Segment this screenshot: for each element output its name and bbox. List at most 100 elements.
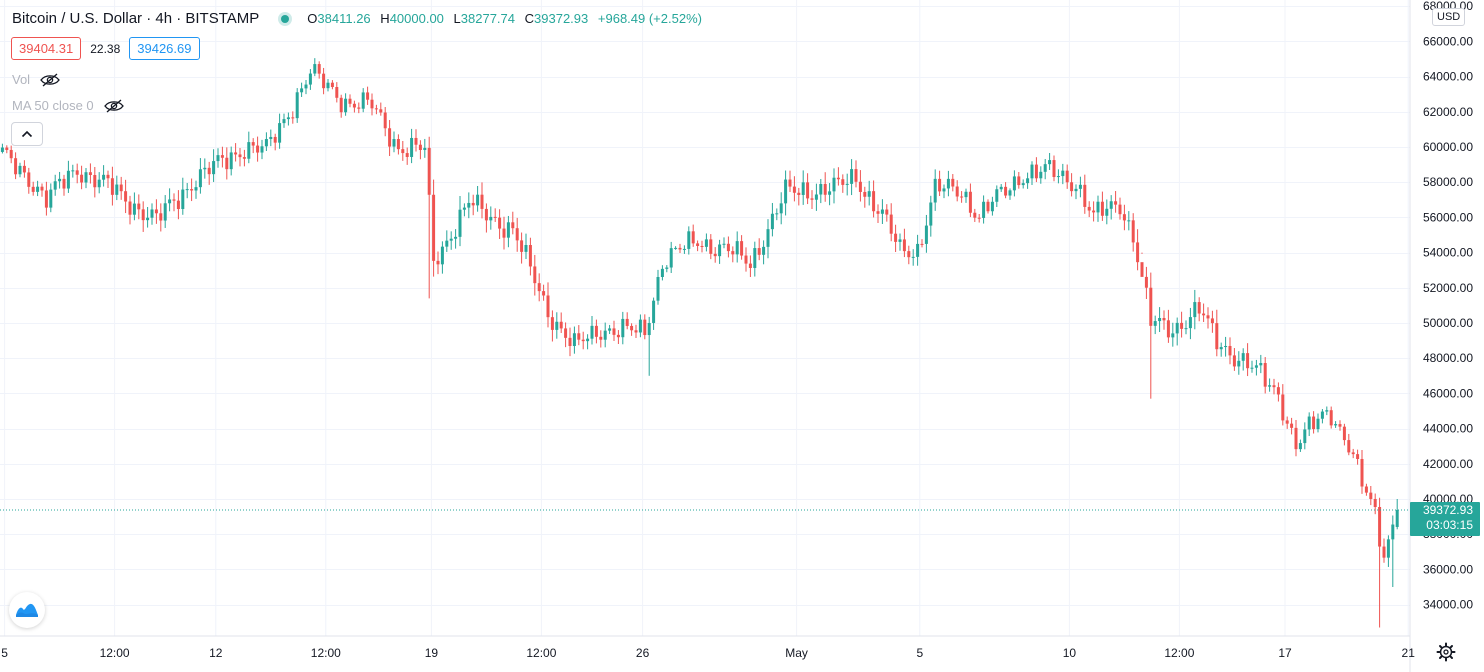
candle-body <box>1043 164 1047 172</box>
chart-settings-button[interactable] <box>1436 642 1456 667</box>
x-tick-label: 12:00 <box>311 646 341 660</box>
x-tick-label: 5 <box>916 646 923 660</box>
candle <box>1285 416 1289 429</box>
candle-body <box>1254 365 1258 368</box>
candle-body <box>581 339 585 342</box>
candle-body <box>110 178 114 195</box>
candle-body <box>836 177 840 180</box>
candle-body <box>370 99 374 109</box>
candle-body <box>999 186 1003 190</box>
candle-body <box>278 123 282 143</box>
eye-off-icon[interactable] <box>40 73 60 87</box>
tradingview-logo[interactable] <box>9 592 45 628</box>
candle <box>1259 354 1263 374</box>
currency-badge[interactable]: USD <box>1432 8 1466 26</box>
candle-body <box>256 145 260 153</box>
candle-body <box>14 158 18 175</box>
candle <box>418 140 422 160</box>
candle-body <box>322 73 326 89</box>
candle-body <box>876 211 880 214</box>
candle-body <box>986 201 990 212</box>
candle-body <box>449 238 453 241</box>
candle <box>36 180 40 197</box>
candle-body <box>960 196 964 198</box>
chart-grid <box>0 0 1410 636</box>
candle-body <box>119 184 123 192</box>
candle <box>880 199 884 225</box>
candle-body <box>238 154 242 158</box>
candle-body <box>1008 190 1012 196</box>
candle <box>146 207 150 228</box>
candle <box>489 206 493 230</box>
candle-body <box>678 247 682 250</box>
candle-body <box>476 194 480 206</box>
volume-indicator-legend[interactable]: Vol <box>12 72 60 87</box>
candle <box>357 102 361 114</box>
candle <box>946 170 950 197</box>
candle-body <box>71 170 75 172</box>
sell-price-button[interactable]: 39404.31 <box>11 37 82 60</box>
candle-body <box>1285 420 1289 424</box>
candle <box>665 265 669 273</box>
candle-body <box>1012 176 1016 191</box>
candle <box>520 232 524 264</box>
candle-body <box>506 222 510 238</box>
candle <box>1210 310 1214 333</box>
candle <box>141 201 145 232</box>
symbol-title[interactable]: Bitcoin / U.S. Dollar · 4h · BITSTAMP <box>12 10 260 27</box>
candle-body <box>696 243 700 246</box>
price-axis[interactable]: 34000.0036000.0038000.0040000.0042000.00… <box>1423 0 1473 612</box>
candle-body <box>396 139 400 150</box>
eye-off-icon[interactable] <box>103 99 124 113</box>
candle <box>1391 515 1395 587</box>
candle-body <box>1259 363 1263 366</box>
candle <box>1153 315 1157 335</box>
candle <box>352 100 356 113</box>
candle <box>784 170 788 216</box>
candle-body <box>418 144 422 151</box>
collapse-legend-button[interactable] <box>11 122 43 146</box>
candle <box>1004 182 1008 199</box>
candle-body <box>687 231 691 249</box>
candle <box>1224 336 1228 357</box>
ma-indicator-legend[interactable]: MA 50 close 0 <box>12 98 124 113</box>
candle <box>1188 307 1192 340</box>
candle-body <box>361 92 365 109</box>
candle-body <box>493 216 497 218</box>
candle <box>88 163 92 184</box>
candle <box>128 195 132 225</box>
candle-body <box>1162 317 1166 321</box>
candle-body <box>1373 498 1377 507</box>
candle <box>163 195 167 228</box>
candle <box>1180 311 1184 338</box>
candle-body <box>212 161 216 175</box>
candle-body <box>467 202 471 208</box>
time-axis[interactable]: 5 12:00 12 12:00 19 12:00 26 May 5 10 12:00 17 21 <box>1 646 1415 660</box>
candle-body <box>542 291 546 296</box>
candle-body <box>93 175 97 188</box>
candle <box>273 133 277 151</box>
candle <box>335 82 339 103</box>
candle <box>867 180 871 206</box>
candle-body <box>401 149 405 154</box>
candle <box>1184 320 1188 335</box>
candle-body <box>286 117 290 120</box>
candle-body <box>1070 182 1074 192</box>
candle <box>1303 422 1307 450</box>
candle-body <box>577 333 581 340</box>
candle-body <box>330 82 334 88</box>
candle <box>995 185 999 207</box>
candle <box>326 79 330 92</box>
candle-body <box>326 82 330 89</box>
candle <box>564 322 568 348</box>
candle <box>704 233 708 252</box>
candle <box>814 183 818 211</box>
candle-body <box>1034 164 1038 179</box>
candle <box>1162 310 1166 330</box>
candle-body <box>308 73 312 85</box>
candle-body <box>524 244 528 252</box>
candle <box>757 238 761 261</box>
candle <box>1026 172 1030 189</box>
buy-price-button[interactable]: 39426.69 <box>129 37 200 60</box>
